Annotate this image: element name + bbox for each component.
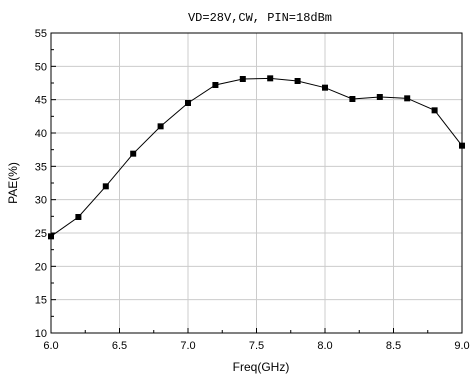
data-point [239, 76, 246, 82]
x-tick-label: 7.0 [180, 340, 195, 352]
data-point [157, 123, 164, 130]
y-tick-label: 40 [35, 128, 47, 140]
data-point [294, 78, 301, 84]
x-tick-label: 8.0 [317, 340, 332, 352]
x-tick-label: 7.5 [249, 340, 264, 352]
data-point [267, 75, 274, 82]
ticks: 6.0 6.5 7.0 7.5 8.0 8.5 9.0 10 15 20 25 30 35 40 45 50 5… [35, 28, 470, 352]
data-point [130, 150, 137, 157]
y-tick-label: 15 [35, 295, 47, 307]
chart-title: VD=28V,CW, PIN=18dBm [188, 11, 332, 25]
y-tick-label: 25 [35, 228, 47, 240]
grid [50, 32, 463, 334]
data-point [404, 95, 411, 102]
x-tick-label: 6.0 [43, 340, 58, 352]
data-point [102, 183, 109, 190]
data-point [212, 82, 219, 88]
x-axis-title: Freq(GHz) [233, 360, 290, 374]
data-point [75, 214, 82, 220]
y-tick-label: 20 [35, 261, 47, 273]
y-tick-label: 55 [35, 28, 47, 40]
data-point [431, 107, 438, 114]
y-tick-label: 45 [35, 95, 47, 107]
data-point [322, 84, 328, 91]
x-tick-label: 9.0 [454, 340, 469, 352]
data-point [376, 94, 383, 100]
y-tick-label: 50 [35, 61, 47, 73]
y-tick-label: 30 [35, 195, 47, 207]
y-tick-label: 35 [35, 161, 47, 173]
data-point [185, 100, 191, 106]
x-tick-label: 6.5 [112, 340, 127, 352]
y-axis-title: PAE(%) [6, 162, 20, 204]
series-line [50, 77, 463, 237]
data-point [349, 96, 356, 102]
y-tick-label: 10 [35, 328, 47, 340]
x-tick-label: 8.5 [386, 340, 401, 352]
